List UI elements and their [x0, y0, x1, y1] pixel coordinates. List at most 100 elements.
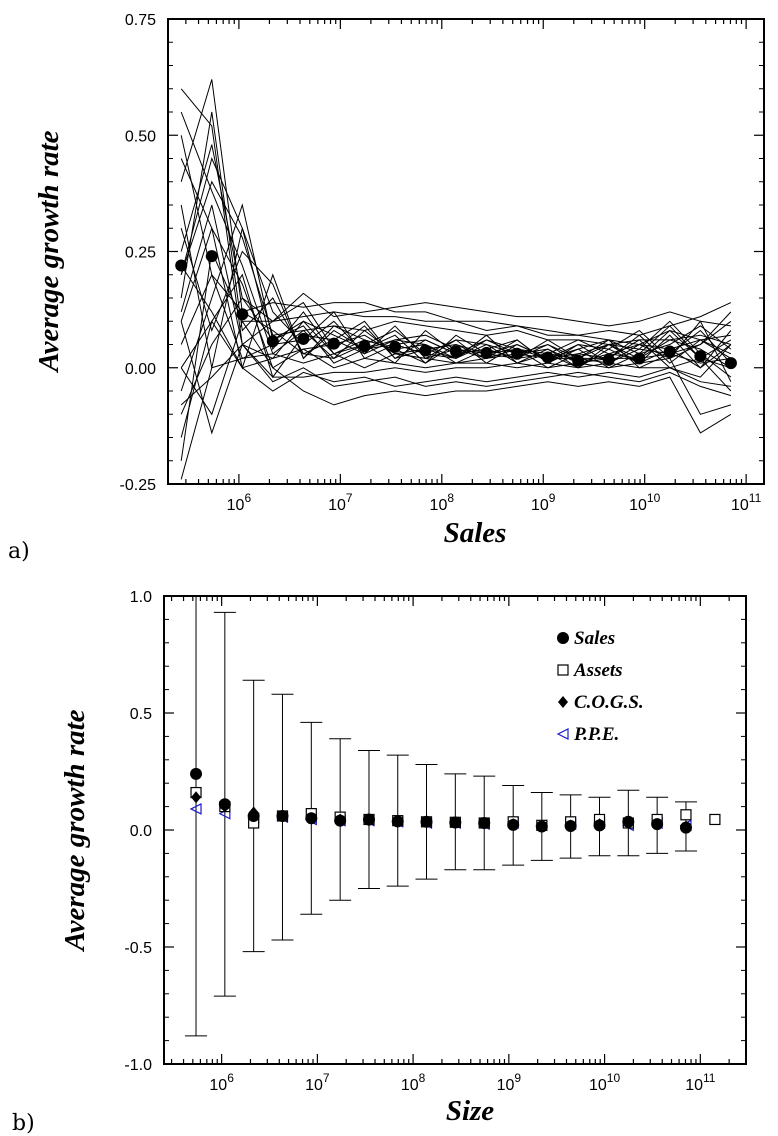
panel-b-legend-marker: [556, 728, 569, 740]
panel-b-point-cogs: [536, 819, 547, 832]
panel-a-series-line: [180, 343, 732, 406]
panel-b-ylabel: Average growth rate: [59, 709, 91, 952]
panel-a-xtick-base: 10: [328, 497, 346, 514]
panel-a-ytick-label: 0.25: [125, 245, 156, 262]
panel-b-point-cogs: [623, 816, 634, 829]
panel-b-legend-label: Assets: [573, 660, 623, 681]
panel-b-axes-group: 106 107 108 109 1010 1011-1.0-0.50.00.51.0: [124, 589, 747, 1094]
panel-a-mean-point: [694, 350, 707, 363]
panel-a-xtick-base: 10: [531, 497, 549, 514]
panel-a-series-line: [180, 156, 732, 369]
panel-a-line-series-group: [180, 79, 732, 480]
panel-a-mean-point: [175, 259, 188, 272]
panel-b-point-cogs: [248, 806, 259, 819]
panel-b-legend-marker: [557, 632, 569, 644]
panel-b-ytick-label: -0.5: [124, 940, 152, 957]
panel-a-mean-point: [602, 353, 615, 366]
panel-a-series-line: [180, 180, 732, 346]
panel-a-xtick-exponent: 10: [647, 491, 661, 505]
panel-b-xtick-label: 1010: [589, 1071, 620, 1094]
panel-b-xtick-base: 10: [589, 1077, 607, 1094]
panel-b-xtick-exponent: 8: [419, 1071, 426, 1085]
panel-a-mean-point: [449, 345, 462, 358]
panel-a-xtick-exponent: 9: [549, 491, 556, 505]
panel-a-xtick-exponent: 7: [346, 491, 353, 505]
panel-b-xtick-base: 10: [497, 1077, 515, 1094]
panel-a-mean-point: [266, 335, 279, 348]
panel-b-xtick-base: 10: [305, 1077, 323, 1094]
panel-b-point-cogs: [219, 800, 230, 813]
panel-a-ylabel: Average growth rate: [33, 130, 65, 373]
panel-b-point-cogs: [421, 816, 432, 829]
panel-b-point-cogs: [363, 814, 374, 827]
panel-b-ytick-label: 0.0: [130, 823, 152, 840]
panel-b-ytick-label: 1.0: [130, 589, 152, 606]
panel-b-ytick-label: -1.0: [124, 1057, 152, 1074]
panel-a-plot-frame: [167, 18, 765, 485]
panel-a-xtick-base: 10: [731, 497, 749, 514]
panel-a-xtick-label: 1011: [731, 491, 762, 514]
panel-b-xtick-label: 108: [401, 1071, 426, 1094]
panel-b-point-cogs: [191, 791, 202, 804]
panel-a-series-line: [180, 320, 731, 438]
panel-b-point-assets: [709, 813, 721, 826]
panel-b-ytick-label: 0.5: [130, 706, 152, 723]
panel-b-label: b): [12, 1111, 35, 1136]
panel-a-mean-point: [419, 344, 432, 357]
panel-b-xtick-base: 10: [685, 1077, 703, 1094]
panel-a-xtick-label: 107: [328, 491, 353, 514]
panel-b-points-group: [189, 767, 721, 834]
panel-b-point-assets: [680, 809, 692, 821]
panel-b-legend: Sales Assets C.O.G.S. P.P.E.: [556, 628, 644, 745]
panel-b-point-cogs: [277, 809, 288, 822]
panel-a-xtick-exponent: 6: [244, 491, 251, 505]
panel-a-ytick-label: -0.25: [120, 477, 157, 494]
panel-a-series-line: [180, 144, 732, 369]
panel-a-ytick-label: 0.00: [125, 361, 156, 378]
panel-a-xtick-label: 106: [227, 491, 252, 514]
panel-a-series-line: [180, 297, 731, 415]
panel-a-mean-point: [572, 354, 585, 367]
panel-b-legend-marker: [558, 696, 568, 708]
panel-a-ytick-label: 0.50: [125, 128, 156, 145]
panel-a-mean-point: [327, 337, 340, 350]
panel-a-mean-point: [297, 332, 310, 345]
panel-b-xtick-base: 10: [401, 1077, 419, 1094]
panel-a-mean-points-group: [175, 250, 737, 370]
panel-b-point-cogs: [450, 816, 461, 829]
panel-b-legend-label: Sales: [574, 628, 615, 649]
panel-b-xtick-label: 1011: [685, 1071, 716, 1094]
panel-b-point-cogs: [652, 818, 663, 831]
panel-b-legend-marker: [557, 664, 569, 676]
panel-b-xtick-exponent: 10: [607, 1071, 621, 1085]
panel-a-mean-point: [663, 345, 676, 358]
panel-b-point-cogs: [594, 818, 605, 831]
panel-a-mean-point: [480, 346, 493, 359]
panel-b-point-cogs: [392, 815, 403, 828]
panel-b-point-ppe: [189, 802, 202, 815]
panel-b-xtick-exponent: 7: [323, 1071, 330, 1085]
panel-b-xtick-label: 109: [497, 1071, 522, 1094]
panel-a-mean-point: [541, 351, 554, 364]
panel-a-ytick-label: 0.75: [125, 12, 156, 29]
panel-b-chart: 106 107 108 109 1010 1011-1.0-0.50.00.51.0 Sa…: [12, 589, 747, 1136]
panel-a-mean-point: [236, 308, 249, 321]
panel-a-axes-group: 106 107 108 109 1010 1011-0.250.000.250.500.7…: [120, 12, 764, 514]
panel-a-xtick-label: 108: [430, 491, 455, 514]
panel-a-xtick-exponent: 11: [749, 491, 762, 505]
panel-a-mean-point: [389, 340, 402, 353]
panel-b-point-cogs: [680, 820, 691, 833]
panel-b-xtick-exponent: 6: [227, 1071, 234, 1085]
panel-a-series-line: [180, 273, 732, 345]
panel-b-xtick-exponent: 11: [703, 1071, 716, 1085]
panel-b-legend-label: P.P.E.: [573, 724, 619, 745]
panel-b-point-cogs: [479, 817, 490, 830]
panel-a-series-line: [180, 88, 732, 364]
panel-b-point-cogs: [306, 812, 317, 825]
panel-b-xtick-label: 106: [209, 1071, 234, 1094]
panel-b-point-sales: [190, 767, 203, 780]
panel-b-xtick-label: 107: [305, 1071, 330, 1094]
panel-a-mean-point: [724, 357, 737, 370]
panel-a-xtick-base: 10: [629, 497, 647, 514]
